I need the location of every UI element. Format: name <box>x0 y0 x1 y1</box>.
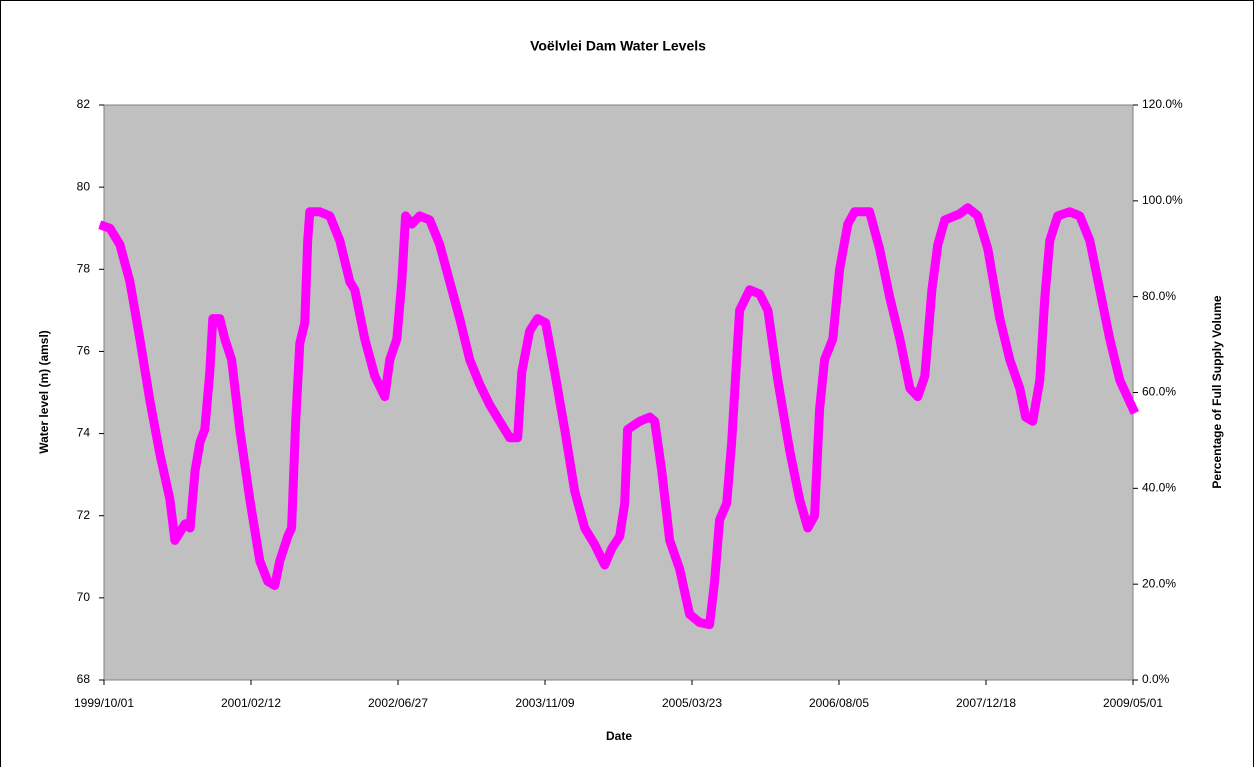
y-tick-label: 68 <box>77 672 91 686</box>
x-tick-label: 2006/08/05 <box>809 696 869 710</box>
data-line <box>98 203 1139 630</box>
y-tick-label: 72 <box>77 508 91 522</box>
x-tick-label: 2007/12/18 <box>956 696 1016 710</box>
chart-title: Voëlvlei Dam Water Levels <box>530 38 706 54</box>
y2-axis-label: Percentage of Full Supply Volume <box>1210 295 1224 488</box>
y-tick-label: 82 <box>77 97 91 111</box>
y2-tick-label: 0.0% <box>1142 672 1170 686</box>
y2-tick-label: 100.0% <box>1142 193 1183 207</box>
y2-tick-label: 20.0% <box>1142 576 1176 590</box>
y-tick-label: 74 <box>77 426 91 440</box>
y2-tick-label: 40.0% <box>1142 481 1176 495</box>
x-tick-label: 1999/10/01 <box>74 696 134 710</box>
y-tick-label: 78 <box>77 261 91 275</box>
x-tick-label: 2009/05/01 <box>1103 696 1163 710</box>
x-tick-label: 2003/11/09 <box>515 696 574 710</box>
plot-area <box>103 104 1134 681</box>
y2-tick-label: 60.0% <box>1142 385 1176 399</box>
y-tick-label: 76 <box>77 344 91 358</box>
x-tick-label: 2002/06/27 <box>368 696 428 710</box>
x-axis-label: Date <box>606 729 632 743</box>
y-tick-label: 70 <box>77 590 91 604</box>
y2-tick-label: 80.0% <box>1142 289 1176 303</box>
y-tick-label: 80 <box>77 179 91 193</box>
y2-tick-label: 120.0% <box>1142 97 1183 111</box>
y-axis-label: Water level (m) (amsl) <box>37 330 51 454</box>
x-tick-label: 2005/03/23 <box>662 696 722 710</box>
x-tick-label: 2001/02/12 <box>221 696 281 710</box>
